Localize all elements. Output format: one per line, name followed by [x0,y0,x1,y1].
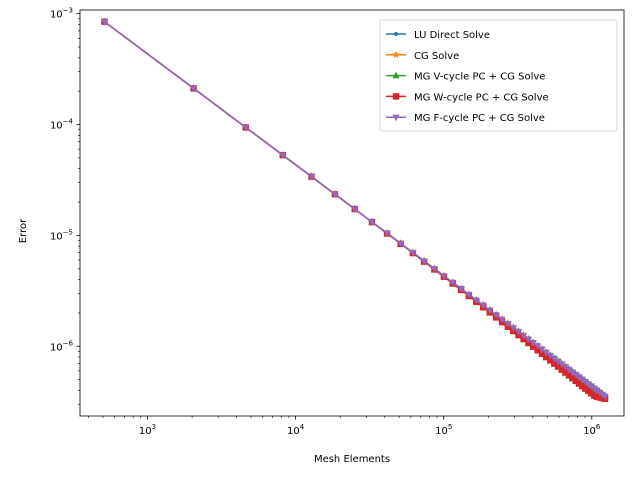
y-tick-label: 10−5 [50,228,73,242]
series-5-point [440,273,448,280]
series-4-point [551,360,558,367]
x-tick-label: 104 [287,423,305,437]
legend-marker [392,93,400,100]
series-5-point [554,358,562,366]
legend-label: MG V-cycle PC + CG Solve [414,72,545,83]
series-5-point [331,191,339,199]
series-5-point [479,302,487,310]
series-5-point [561,364,570,371]
legend-label: MG F-cycle PC + CG Solve [414,113,545,124]
series-5-point [465,291,473,299]
series-4-point [558,366,565,373]
legend-label: LU Direct Solve [414,30,490,41]
series-5 [100,19,609,401]
series-5-point [550,355,558,363]
series-5-point [524,336,533,344]
series-5-point [575,374,583,381]
series-4-point [538,350,546,358]
series-5-point [351,206,359,214]
legend-marker [392,71,400,79]
series-5-point [368,219,376,227]
legend-marker [392,114,400,122]
y-tick-label: 10−3 [50,7,73,21]
series-4-point [542,353,550,361]
series-5-point [457,286,465,293]
series-5-point [509,325,517,332]
series-5-point [449,279,457,287]
series-5-point [100,19,109,26]
legend: LU Direct Solve CG Solve MG V-cycle PC + C… [379,19,618,132]
legend-label: MG W-cycle PC + CG Solve [414,92,549,103]
legend-entry-4: MG W-cycle PC + CG Solve [386,92,549,103]
series-4-point [547,357,554,364]
legend-label: CG Solve [414,51,459,62]
legend-entry-5: MG F-cycle PC + CG Solve [386,113,545,124]
y-tick-label: 10−4 [50,118,74,132]
series-5-point [430,266,438,273]
axes-layer: 103 104 105 106 10−6 10−5 10−4 10−3 [50,7,625,437]
x-tick-label: 105 [435,423,452,437]
series-5-point [498,316,506,324]
series-5-point [472,297,480,305]
series-5-point [542,349,550,357]
series-5-point [546,352,554,360]
x-axis-label: Mesh Elements [314,454,390,465]
series-5-point [492,312,500,319]
series-5-point [409,249,417,257]
series-layer [100,17,609,402]
series-5-point [568,369,576,376]
legend-entry-3: MG V-cycle PC + CG Solve [386,71,545,83]
series-5-point [558,361,566,369]
series-4-point [569,375,576,382]
series-5-point [190,85,198,93]
plot-frame [79,9,625,417]
series-5-point [504,321,512,328]
series-5-point [486,307,494,315]
series-4-point [534,347,541,354]
legend-marker [394,32,398,36]
series-5-point [242,124,250,132]
legend-marker [392,50,400,59]
series-4-point [572,377,579,385]
y-tick-label: 10−6 [50,339,74,353]
series-4-point [529,343,537,350]
legend-entry-2: CG Solve [386,50,459,62]
x-tick-label: 106 [583,423,601,437]
series-5-point [578,376,586,384]
series-5-point [514,328,523,336]
x-tick-label: 103 [139,423,156,437]
series-5-point [538,346,546,354]
series-5-point [534,343,542,350]
series-5-point [420,258,428,265]
legend-entry-1: LU Direct Solve [386,30,490,41]
series-5-point [383,230,391,238]
series-5-point [307,174,316,181]
series-5-point [397,240,405,248]
y-axis-label: Error [18,218,29,243]
series-5-point [279,152,287,160]
series-5-point [565,366,573,374]
legend-box [379,19,618,132]
series-4-point [554,363,562,370]
series-4-point [562,369,569,376]
series-4-point [565,372,573,379]
series-5-point [572,371,580,379]
series-5-point [601,393,609,401]
series-5-point [519,332,528,340]
series-5-point [529,339,537,347]
